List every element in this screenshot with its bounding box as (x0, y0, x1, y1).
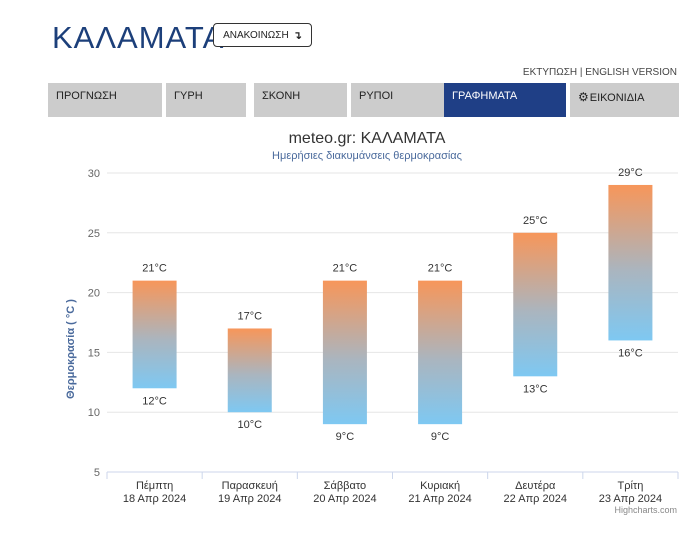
tab-pollen[interactable]: ΓΥΡΗ (166, 83, 246, 117)
tab-forecast[interactable]: ΠΡΟΓΝΩΣΗ (48, 83, 162, 117)
max-temp-label: 21°C (333, 263, 358, 275)
bar-series (132, 184, 653, 425)
y-tick-label: 5 (94, 467, 100, 479)
x-category-date: 20 Απρ 2024 (313, 493, 376, 505)
tab-charts[interactable]: ΓΡΑΦΗΜΑΤΑ (444, 83, 566, 117)
min-temp-label: 12°C (142, 395, 167, 407)
tab-widgets[interactable]: ⚙ΕΙΚΟΝΙΔΙΑ (570, 83, 679, 117)
x-category-date: 23 Απρ 2024 (599, 493, 662, 505)
gear-icon: ⚙ (578, 90, 589, 104)
arrow-turn-down-icon: ↴ (292, 29, 302, 42)
english-version-link[interactable]: ENGLISH VERSION (585, 67, 677, 78)
min-temp-label: 10°C (237, 419, 262, 431)
tab-label: ΣΚΟΝΗ (262, 90, 301, 102)
announcement-button[interactable]: ΑΝΑΚΟΙΝΩΣΗ ↴ (213, 23, 312, 47)
temperature-range-bar (418, 280, 463, 425)
tab-label: ΓΥΡΗ (174, 90, 203, 102)
x-category-day: Τρίτη (617, 480, 643, 492)
y-tick-label: 20 (88, 288, 100, 300)
top-links: ΕΚΤΥΠΩΣΗ | ENGLISH VERSION (523, 67, 677, 78)
credits-link[interactable]: Highcharts.com (614, 505, 677, 515)
tab-label: ΡΥΠΟΙ (359, 90, 394, 102)
x-category-day: Δευτέρα (515, 480, 556, 492)
min-temp-label: 9°C (431, 431, 450, 443)
x-category-day: Σάββατο (324, 480, 366, 492)
max-temp-label: 21°C (142, 263, 167, 275)
temperature-chart: meteo.gr: ΚΑΛΑΜΑΤΑ Ημερήσιες διακυμάνσει… (65, 130, 679, 515)
separator: | (579, 67, 583, 78)
x-category-date: 19 Απρ 2024 (218, 493, 281, 505)
chart-subtitle: Ημερήσιες διακυμάνσεις θερμοκρασίας (272, 150, 462, 162)
x-category-day: Πέμπτη (136, 480, 173, 492)
y-tick-label: 15 (88, 347, 100, 359)
tab-label: ΓΡΑΦΗΜΑΤΑ (452, 90, 518, 102)
y-tick-label: 25 (88, 228, 100, 240)
announcement-label: ΑΝΑΚΟΙΝΩΣΗ (223, 29, 289, 41)
temperature-range-bar (513, 232, 558, 377)
min-temp-label: 9°C (336, 431, 355, 443)
max-temp-label: 25°C (523, 215, 548, 227)
max-temp-label: 17°C (237, 310, 262, 322)
x-category-day: Κυριακή (420, 480, 460, 492)
x-category-date: 21 Απρ 2024 (408, 493, 471, 505)
max-temp-label: 29°C (618, 167, 643, 179)
max-temp-label: 21°C (428, 263, 453, 275)
y-tick-label: 10 (88, 407, 100, 419)
temperature-range-bar (322, 280, 367, 425)
min-temp-label: 16°C (618, 347, 643, 359)
temperature-range-bar (132, 280, 177, 389)
min-temp-label: 13°C (523, 383, 548, 395)
tab-label: ΠΡΟΓΝΩΣΗ (56, 90, 117, 102)
temperature-range-bar (227, 328, 272, 413)
chart-title: meteo.gr: ΚΑΛΑΜΑΤΑ (289, 130, 446, 147)
y-tick-label: 30 (88, 168, 100, 180)
city-title: ΚΑΛΑΜΑΤΑ (52, 20, 225, 55)
x-category-day: Παρασκευή (222, 480, 278, 492)
tab-dust[interactable]: ΣΚΟΝΗ (254, 83, 347, 117)
y-axis-label: Θερμοκρασία ( °C ) (65, 299, 77, 399)
temperature-range-bar (608, 184, 653, 341)
print-link[interactable]: ΕΚΤΥΠΩΣΗ (522, 67, 578, 78)
x-category-date: 18 Απρ 2024 (123, 493, 186, 505)
data-labels: 21°C 12°C 17°C 10°C 21°C 9°C 21°C 9°C 25°C 13°C 29… (142, 167, 642, 443)
x-category-date: 22 Απρ 2024 (504, 493, 567, 505)
tab-label: ΕΙΚΟΝΙΔΙΑ (589, 92, 645, 104)
